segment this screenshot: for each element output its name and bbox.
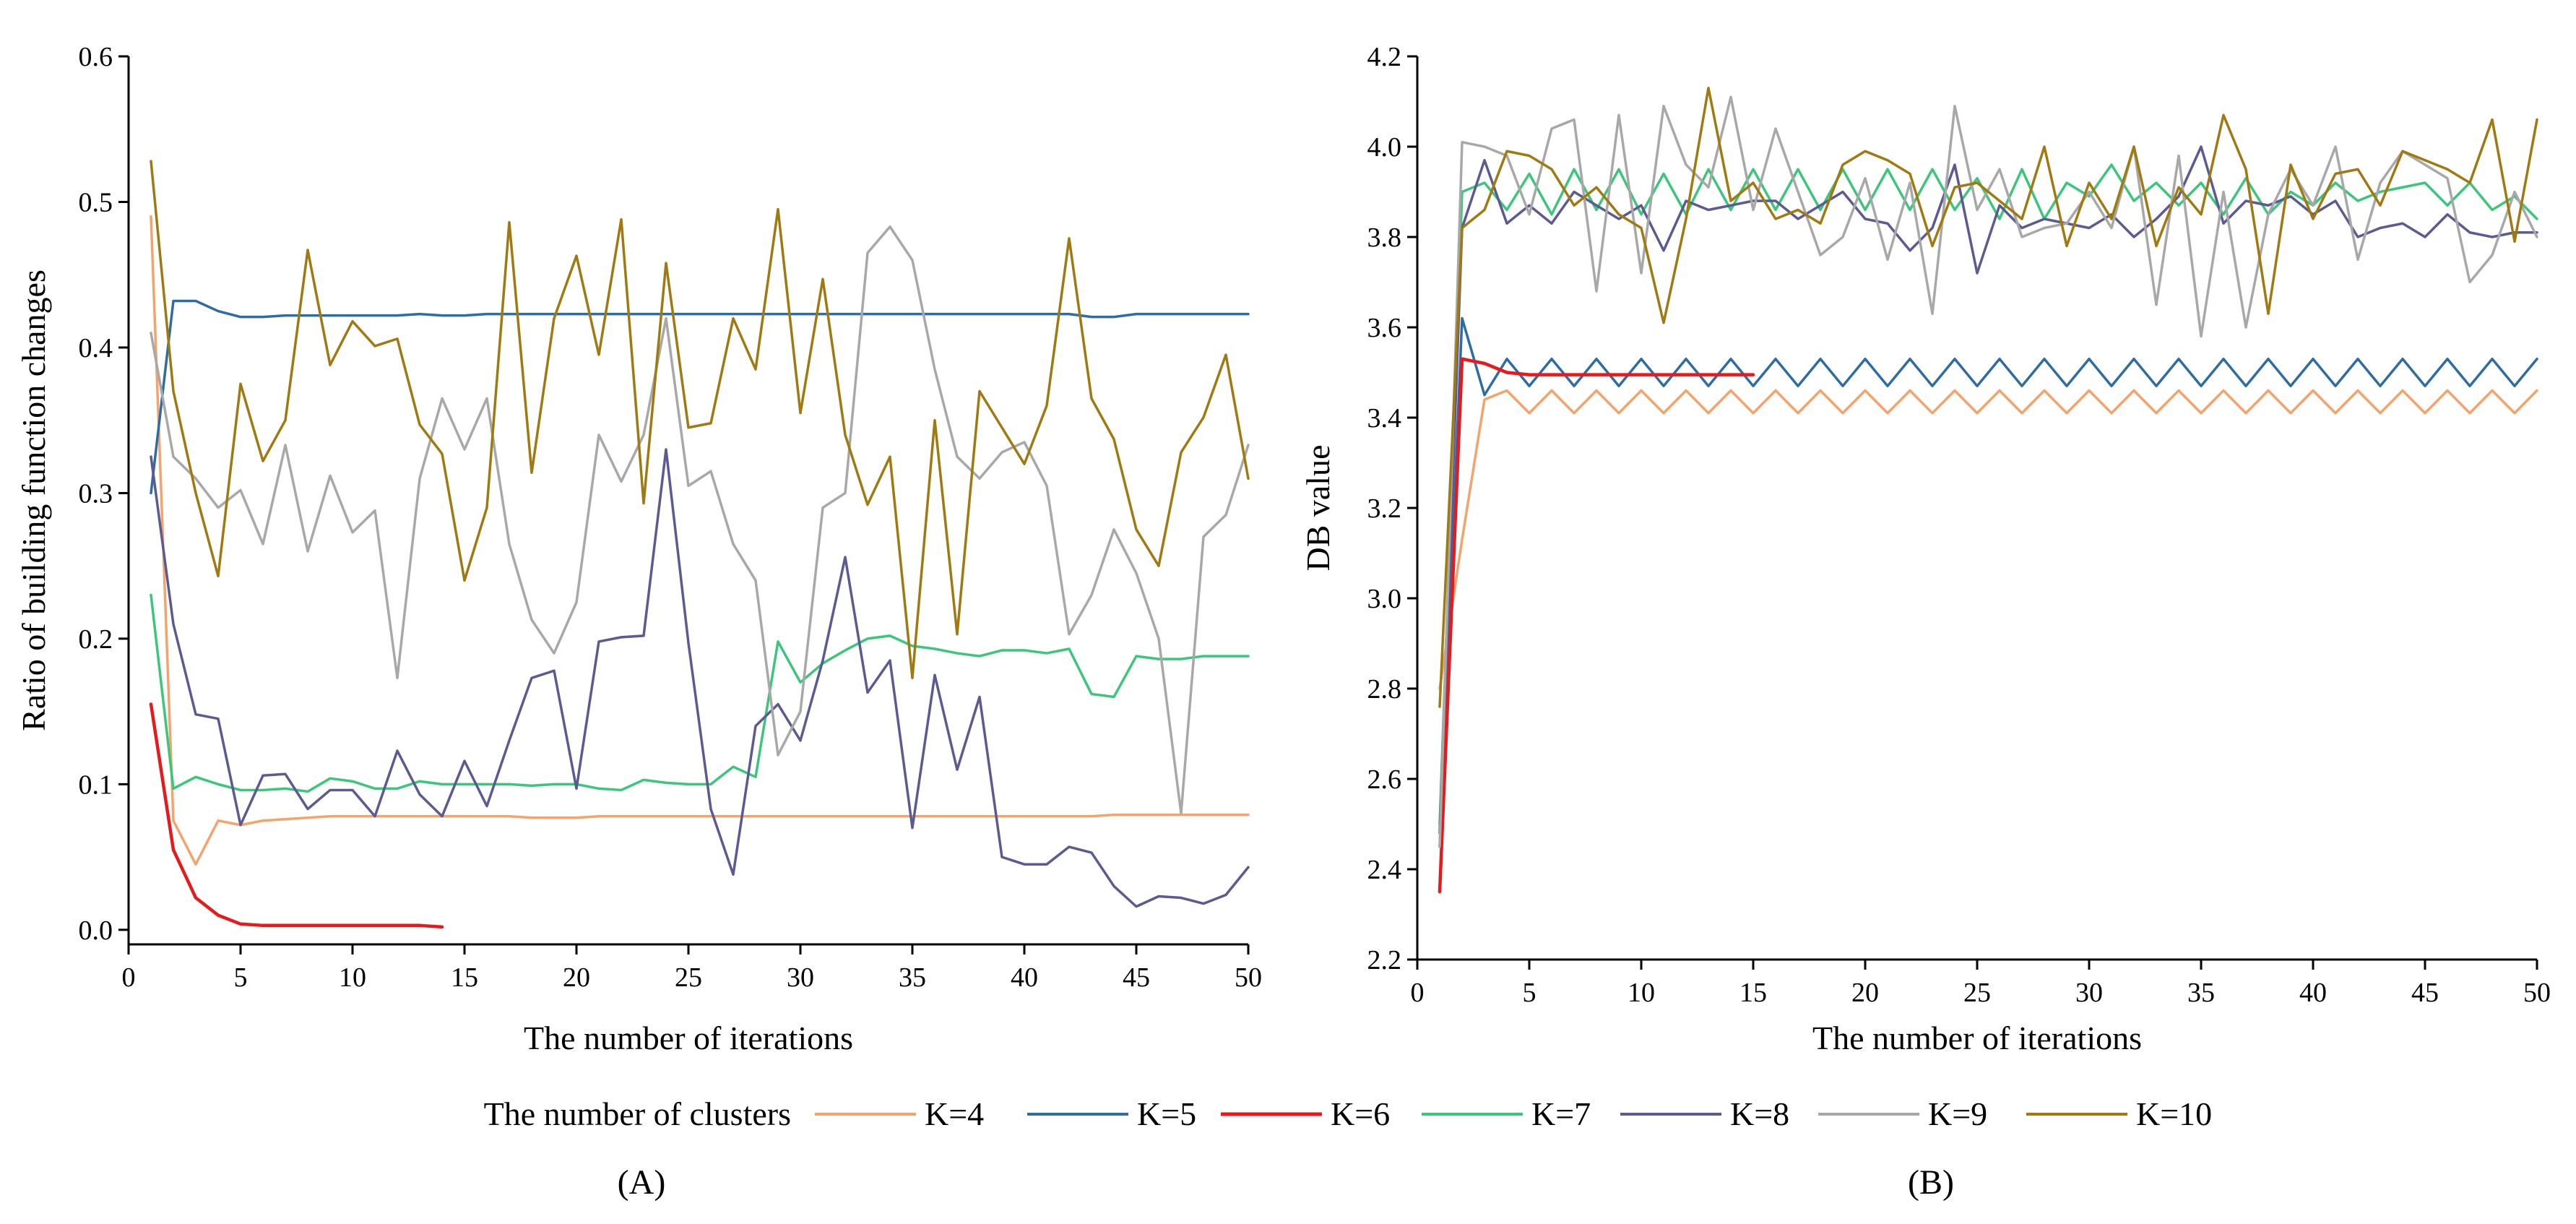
panel-a-y-axis-title: Ratio of building function changes [15,270,52,731]
panel-a-series [149,160,1250,929]
x-tick-label: 40 [1011,962,1038,993]
y-tick-label: 0.6 [79,42,113,72]
y-tick-label: 4.2 [1367,42,1402,72]
x-tick-label: 20 [563,962,590,993]
y-tick-label: 3.2 [1367,494,1402,524]
x-tick-label: 15 [1739,978,1767,1008]
y-tick-label: 4.0 [1367,132,1402,163]
x-tick-label: 50 [2523,978,2551,1008]
panel-a-x-axis-title: The number of iterations [524,1020,853,1056]
y-tick-label: 0.5 [79,187,113,217]
panel-b-y-axis-title: DB value [1300,444,1336,571]
x-tick-label: 25 [1963,978,1991,1008]
x-tick-label: 40 [2299,978,2327,1008]
panel-b-series-k9 [1438,95,2538,848]
legend-label: K=8 [1730,1095,1789,1132]
panel-a-series-k9 [150,225,1250,815]
panel-a-label: (A) [618,1163,666,1202]
x-tick-label: 35 [2187,978,2215,1008]
y-tick-label: 3.6 [1367,313,1402,343]
y-tick-label: 3.0 [1367,584,1402,614]
legend-label: K=4 [925,1095,984,1132]
panel-a-series-k10 [150,160,1250,680]
panel-a-series-k8 [150,448,1250,908]
panel-b-label: (B) [1908,1163,1954,1202]
x-tick-label: 30 [787,962,814,993]
x-tick-label: 25 [675,962,702,993]
y-tick-label: 0.3 [79,478,113,509]
panel-b-series-k4 [1438,389,2538,690]
x-tick-label: 5 [1523,978,1536,1008]
x-tick-label: 45 [2411,978,2439,1008]
x-tick-label: 45 [1123,962,1150,993]
legend-label: K=10 [2136,1095,2212,1132]
legend-label: K=7 [1531,1095,1591,1132]
panel-b-x-axis-title: The number of iterations [1812,1020,2142,1056]
x-tick-label: 5 [234,962,248,993]
y-tick-label: 2.6 [1367,764,1402,795]
x-tick-label: 0 [122,962,136,993]
y-tick-label: 0.0 [79,915,113,946]
panel-b-series [1438,87,2538,894]
x-tick-label: 35 [899,962,926,993]
y-tick-label: 2.2 [1367,945,1402,975]
panel-b-series-k6 [1438,357,1755,894]
x-tick-label: 20 [1851,978,1879,1008]
panel-a-series-k7 [150,593,1250,793]
y-tick-label: 0.4 [79,333,113,363]
panel-b: 0 5 10 15 20 25 30 35 40 45 50 2.2 2.4 2.6 2.8 3.0 3.2 3.… [1300,42,2551,1202]
panel-b-series-k7 [1438,163,2538,826]
x-tick-label: 10 [1628,978,1655,1008]
legend-label: K=6 [1331,1095,1390,1132]
x-tick-label: 10 [339,962,366,993]
panel-a: 0 5 10 15 20 25 30 35 40 45 50 0.0 0.1 0.2 0.3 0.4 0.5 0.… [15,42,1262,1202]
legend-entry-k7: K=7 [1422,1095,1591,1132]
panel-b-series-k10 [1438,87,2538,708]
legend-label: K=5 [1137,1095,1196,1132]
y-tick-label: 2.8 [1367,674,1402,704]
legend-title: The number of clusters [484,1095,791,1132]
y-tick-label: 2.4 [1367,855,1402,885]
y-tick-label: 3.8 [1367,223,1402,253]
panel-a-series-k6 [149,702,444,929]
x-tick-label: 30 [2075,978,2103,1008]
legend-entry-k8: K=8 [1620,1095,1789,1132]
legend-entry-k10: K=10 [2026,1095,2212,1132]
x-tick-label: 50 [1235,962,1262,993]
panel-a-series-k5 [150,299,1250,495]
legend-entry-k4: K=4 [815,1095,984,1132]
legend-label: K=9 [1928,1095,1987,1132]
panel-a-series-k4 [150,215,1250,866]
y-tick-label: 0.1 [79,770,113,800]
legend: The number of clusters K=4 K=5 K=6 K=7 K=8 K=… [484,1095,2213,1132]
panel-b-series-k8 [1438,145,2538,835]
y-tick-label: 0.2 [79,624,113,655]
x-tick-label: 15 [451,962,478,993]
legend-entry-k9: K=9 [1818,1095,1987,1132]
legend-entry-k5: K=5 [1027,1095,1196,1132]
y-tick-label: 3.4 [1367,403,1402,434]
x-tick-label: 0 [1411,978,1425,1008]
legend-entry-k6: K=6 [1221,1095,1390,1132]
panel-b-series-k5 [1438,316,2538,848]
